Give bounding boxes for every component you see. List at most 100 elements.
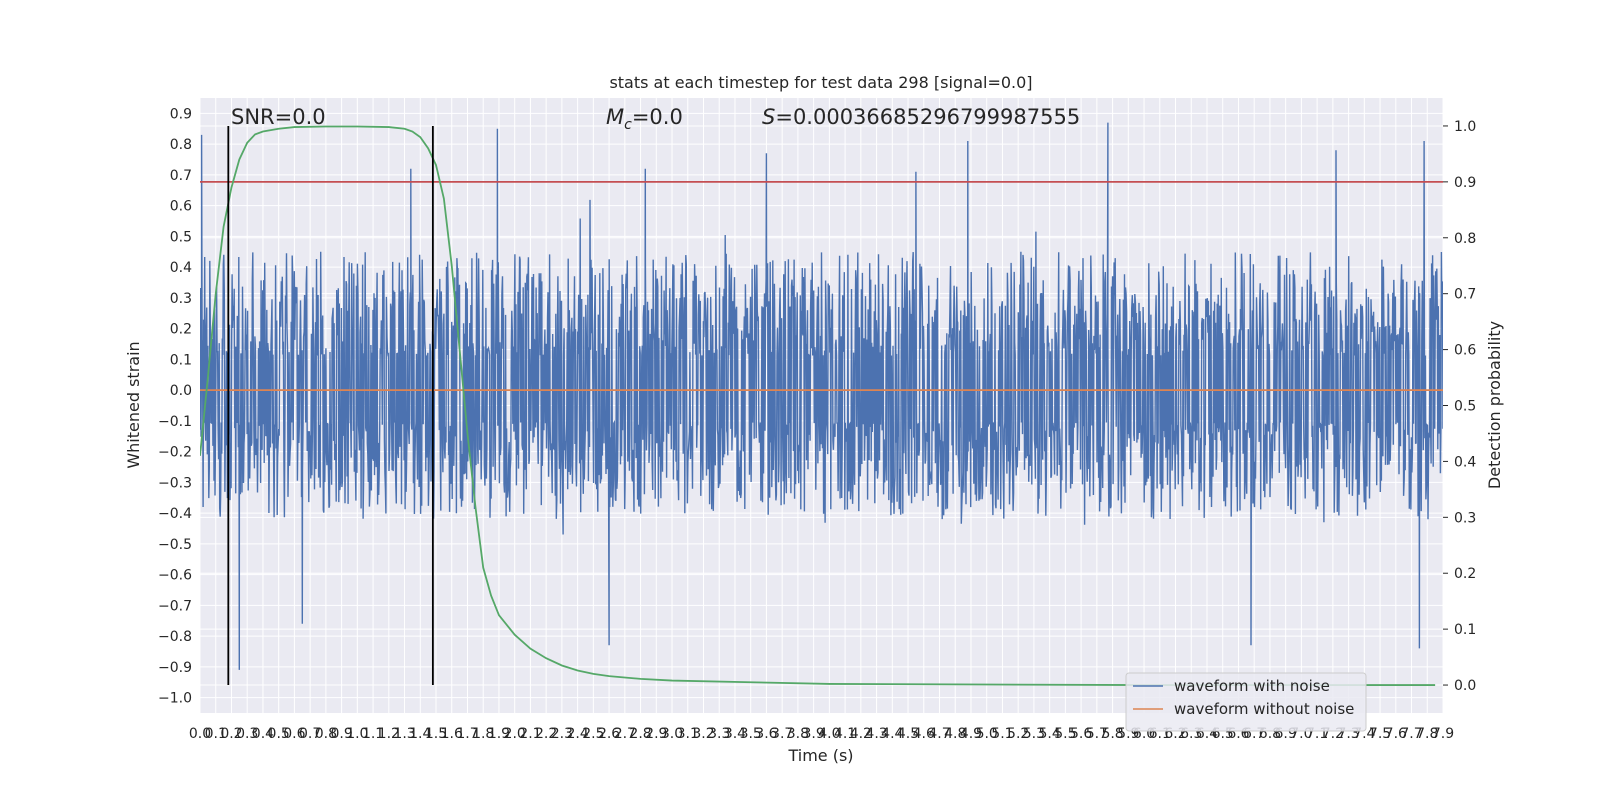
y-left-tick-label: 0.0 [170,383,192,399]
x-tick-label: 5.6 [1070,726,1092,742]
y-axis-left-label: Whitened strain [124,341,143,468]
x-tick-label: 2.0 [504,726,526,742]
x-tick-label: 0.1 [205,726,227,742]
x-axis-label: Time (s) [787,746,853,765]
x-tick-label: 2.8 [629,726,651,742]
x-tick-label: 2.4 [566,726,588,742]
y-left-tick-label: −0.8 [158,629,192,645]
x-tick-label: 5.8 [1101,726,1123,742]
y-right-tick-label: 0.7 [1454,287,1476,303]
x-tick-label: 0.3 [236,726,258,742]
x-tick-label: 3.0 [661,726,683,742]
y-right-tick-label: 0.1 [1454,622,1476,638]
x-tick-label: 0.7 [299,726,321,742]
y-right-tick-label: 0.6 [1454,343,1476,359]
x-tick-label: 4.9 [960,726,982,742]
x-tick-label: 0.9 [330,726,352,742]
x-tick-label: 4.4 [881,726,903,742]
x-tick-label: 7.6 [1385,726,1407,742]
x-tick-label: 1.9 [488,726,510,742]
x-tick-label: 3.3 [708,726,730,742]
detection-probability-line [200,125,1436,686]
y-right-tick-label: 0.9 [1454,175,1476,191]
stat-annotation: S=0.00036685296799987555 [762,105,1080,129]
legend: waveform with noise waveform without noi… [1125,672,1367,732]
x-tick-label: 1.3 [393,726,415,742]
x-tick-label: 4.6 [913,726,935,742]
x-tick-label: 0.6 [283,726,305,742]
x-tick-label: 0.2 [220,726,242,742]
legend-box [1125,672,1367,732]
y-right-tick-label: 1.0 [1454,119,1476,135]
x-tick-label: 1.1 [362,726,384,742]
x-tick-label: 0.5 [268,726,290,742]
x-tick-label: 2.3 [551,726,573,742]
x-tick-label: 7.9 [1432,726,1454,742]
y-axis-right-label: Detection probability [1485,321,1504,489]
x-tick-label: 3.9 [803,726,825,742]
y-left-tick-label: −0.5 [158,537,192,553]
y-left-tick-label: 0.4 [170,260,192,276]
y-left-tick-label: −1.0 [158,691,192,707]
x-tick-label: 3.1 [677,726,699,742]
y-left-tick-label: 0.5 [170,229,192,245]
x-tick-label: 7.5 [1369,726,1391,742]
y-left-tick-label: 0.6 [170,199,192,215]
y-left-tick-label: −0.3 [158,475,192,491]
x-tick-label: 4.5 [897,726,919,742]
y-left-tick-label: 0.9 [170,106,192,122]
x-tick-label: 1.2 [378,726,400,742]
y-left-tick-label: 0.8 [170,137,192,153]
x-tick-label: 1.7 [456,726,478,742]
y-right-tick-label: 0.0 [1454,678,1476,694]
x-tick-label: 7.8 [1416,726,1438,742]
y-left-tick-label: 0.1 [170,352,192,368]
x-tick-label: 7.7 [1400,726,1422,742]
x-tick-label: 0.4 [252,726,274,742]
x-tick-label: 3.5 [740,726,762,742]
y-left-tick-label: −0.4 [158,506,192,522]
x-tick-label: 3.2 [692,726,714,742]
x-tick-label: 3.6 [755,726,777,742]
y-right-tick-label: 0.5 [1454,399,1476,415]
x-tick-label: 4.2 [850,726,872,742]
x-tick-label: 4.8 [944,726,966,742]
y-left-tick-label: −0.6 [158,568,192,584]
x-tick-label: 2.7 [614,726,636,742]
x-tick-label: 4.1 [834,726,856,742]
x-tick-label: 4.3 [865,726,887,742]
x-tick-label: 2.6 [598,726,620,742]
y-left-tick-label: −0.1 [158,414,192,430]
x-tick-label: 4.7 [928,726,950,742]
x-tick-label: 2.5 [582,726,604,742]
x-tick-label: 2.9 [645,726,667,742]
x-tick-label: 5.3 [1023,726,1045,742]
x-tick-label: 4.0 [818,726,840,742]
x-tick-label: 3.7 [771,726,793,742]
x-tick-label: 1.4 [409,726,431,742]
x-tick-label: 5.2 [1007,726,1029,742]
x-tick-label: 2.1 [519,726,541,742]
x-tick-label: 5.0 [976,726,998,742]
x-tick-label: 1.8 [472,726,494,742]
snr-annotation: SNR=0.0 [231,105,326,129]
y-left-tick-label: 0.7 [170,168,192,184]
y-left-tick-label: −0.9 [158,660,192,676]
x-tick-label: 0.8 [315,726,337,742]
x-tick-label: 3.4 [724,726,746,742]
y-right-tick-label: 0.2 [1454,566,1476,582]
waveform-with-noise-line [200,122,1443,670]
chart-title: stats at each timestep for test data 298… [609,73,1032,92]
x-tick-label: 1.5 [425,726,447,742]
x-tick-label: 3.8 [787,726,809,742]
y-right-tick-label: 0.4 [1454,454,1476,470]
y-right-tick-label: 0.3 [1454,510,1476,526]
y-axis-left: 0.9 0.8 0.7 0.6 0.5 0.4 0.3 0.2 0.1 0.0 −0.1 −0.2 −0… [158,106,192,706]
waveform-with-noise-series [200,122,1443,670]
chirp-mass-annotation: Mc=0.0 [606,105,683,133]
x-tick-label: 5.5 [1054,726,1076,742]
y-left-tick-label: 0.2 [170,322,192,338]
x-tick-label: 0.0 [189,726,211,742]
x-tick-label: 5.7 [1086,726,1108,742]
